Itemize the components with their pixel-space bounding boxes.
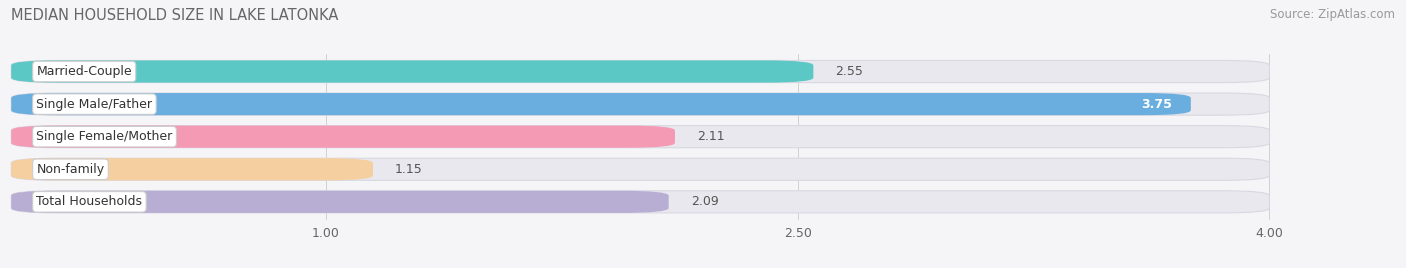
Text: 2.55: 2.55 xyxy=(835,65,863,78)
FancyBboxPatch shape xyxy=(11,126,675,148)
Text: MEDIAN HOUSEHOLD SIZE IN LAKE LATONKA: MEDIAN HOUSEHOLD SIZE IN LAKE LATONKA xyxy=(11,8,339,23)
FancyBboxPatch shape xyxy=(11,61,1270,83)
FancyBboxPatch shape xyxy=(11,61,813,83)
Text: 3.75: 3.75 xyxy=(1142,98,1173,111)
Text: Married-Couple: Married-Couple xyxy=(37,65,132,78)
FancyBboxPatch shape xyxy=(11,158,1270,180)
Text: 2.11: 2.11 xyxy=(697,130,724,143)
FancyBboxPatch shape xyxy=(11,93,1191,115)
Text: Single Male/Father: Single Male/Father xyxy=(37,98,152,111)
Text: Total Households: Total Households xyxy=(37,195,142,208)
FancyBboxPatch shape xyxy=(11,191,1270,213)
Text: 1.15: 1.15 xyxy=(395,163,423,176)
FancyBboxPatch shape xyxy=(11,126,1270,148)
FancyBboxPatch shape xyxy=(11,191,669,213)
Text: Source: ZipAtlas.com: Source: ZipAtlas.com xyxy=(1270,8,1395,21)
FancyBboxPatch shape xyxy=(11,93,1270,115)
Text: 2.09: 2.09 xyxy=(690,195,718,208)
Text: Non-family: Non-family xyxy=(37,163,104,176)
Text: Single Female/Mother: Single Female/Mother xyxy=(37,130,173,143)
FancyBboxPatch shape xyxy=(11,158,373,180)
